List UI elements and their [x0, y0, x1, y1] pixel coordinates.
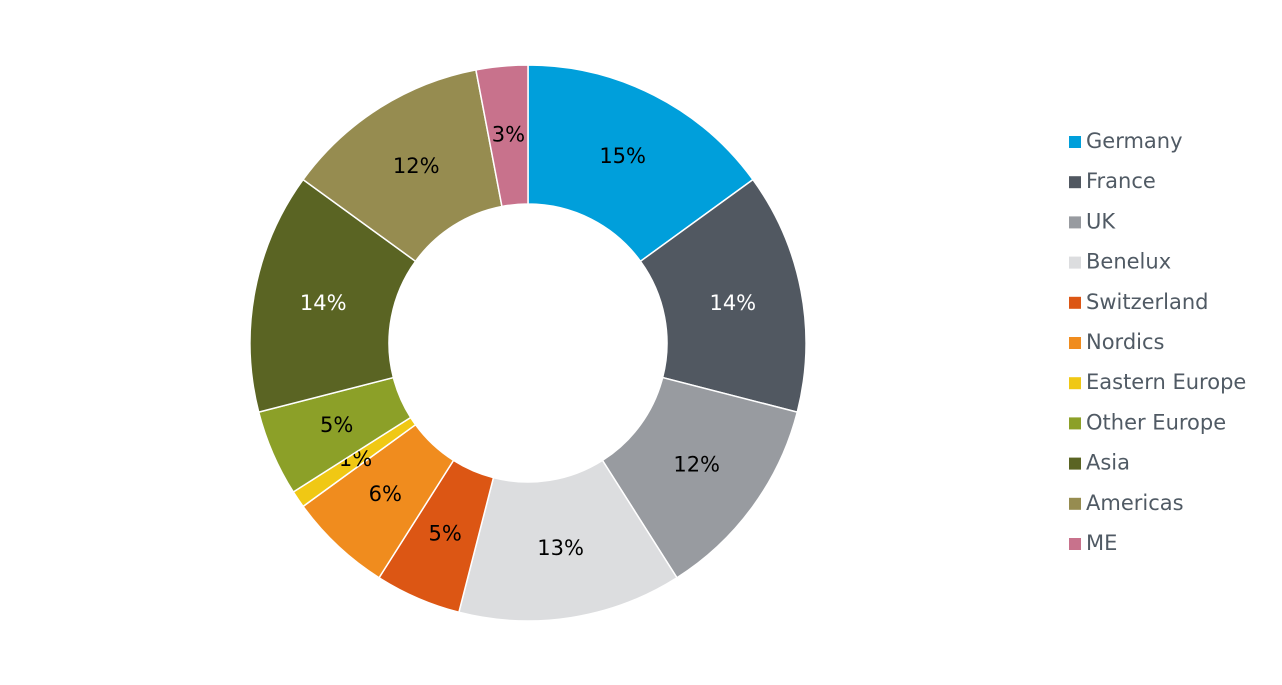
legend-label: Benelux [1086, 250, 1171, 274]
legend-label: Americas [1086, 491, 1184, 515]
legend-label: Asia [1086, 451, 1130, 475]
legend-swatch [1069, 337, 1081, 349]
legend-swatch [1069, 256, 1081, 269]
data-label: 13% [537, 536, 584, 560]
slice [302, 69, 503, 263]
slice [475, 64, 529, 208]
legend-swatch [1069, 538, 1081, 550]
legend-swatch [1069, 377, 1081, 390]
legend-swatch [1069, 136, 1081, 148]
slice [457, 459, 678, 622]
legend-swatch [1069, 497, 1081, 510]
data-label: 6% [369, 482, 402, 506]
slice [639, 178, 807, 414]
data-label: 12% [673, 453, 720, 477]
slice [249, 178, 417, 414]
legend-label: Nordics [1086, 330, 1164, 354]
data-label: 14% [300, 291, 347, 315]
legend-label: Germany [1086, 129, 1183, 153]
legend-swatch [1069, 417, 1081, 430]
legend-swatch [1069, 176, 1081, 189]
slice [527, 64, 754, 263]
data-label: 3% [492, 122, 525, 146]
slice [601, 376, 799, 579]
data-label: 14% [709, 291, 756, 315]
legend-label: UK [1086, 209, 1116, 233]
legend-swatch [1069, 216, 1081, 229]
data-label: 5% [429, 521, 462, 545]
legend-label: Switzerland [1086, 290, 1209, 314]
data-label: 5% [320, 413, 353, 437]
data-label: 15% [599, 144, 646, 168]
legend-label: ME [1086, 531, 1117, 555]
legend-label: Eastern Europe [1086, 370, 1246, 394]
data-label: 12% [393, 154, 440, 178]
legend-label: Other Europe [1086, 410, 1226, 434]
legend-swatch [1069, 296, 1081, 309]
legend-swatch [1069, 457, 1081, 470]
legend-label: France [1086, 169, 1156, 193]
